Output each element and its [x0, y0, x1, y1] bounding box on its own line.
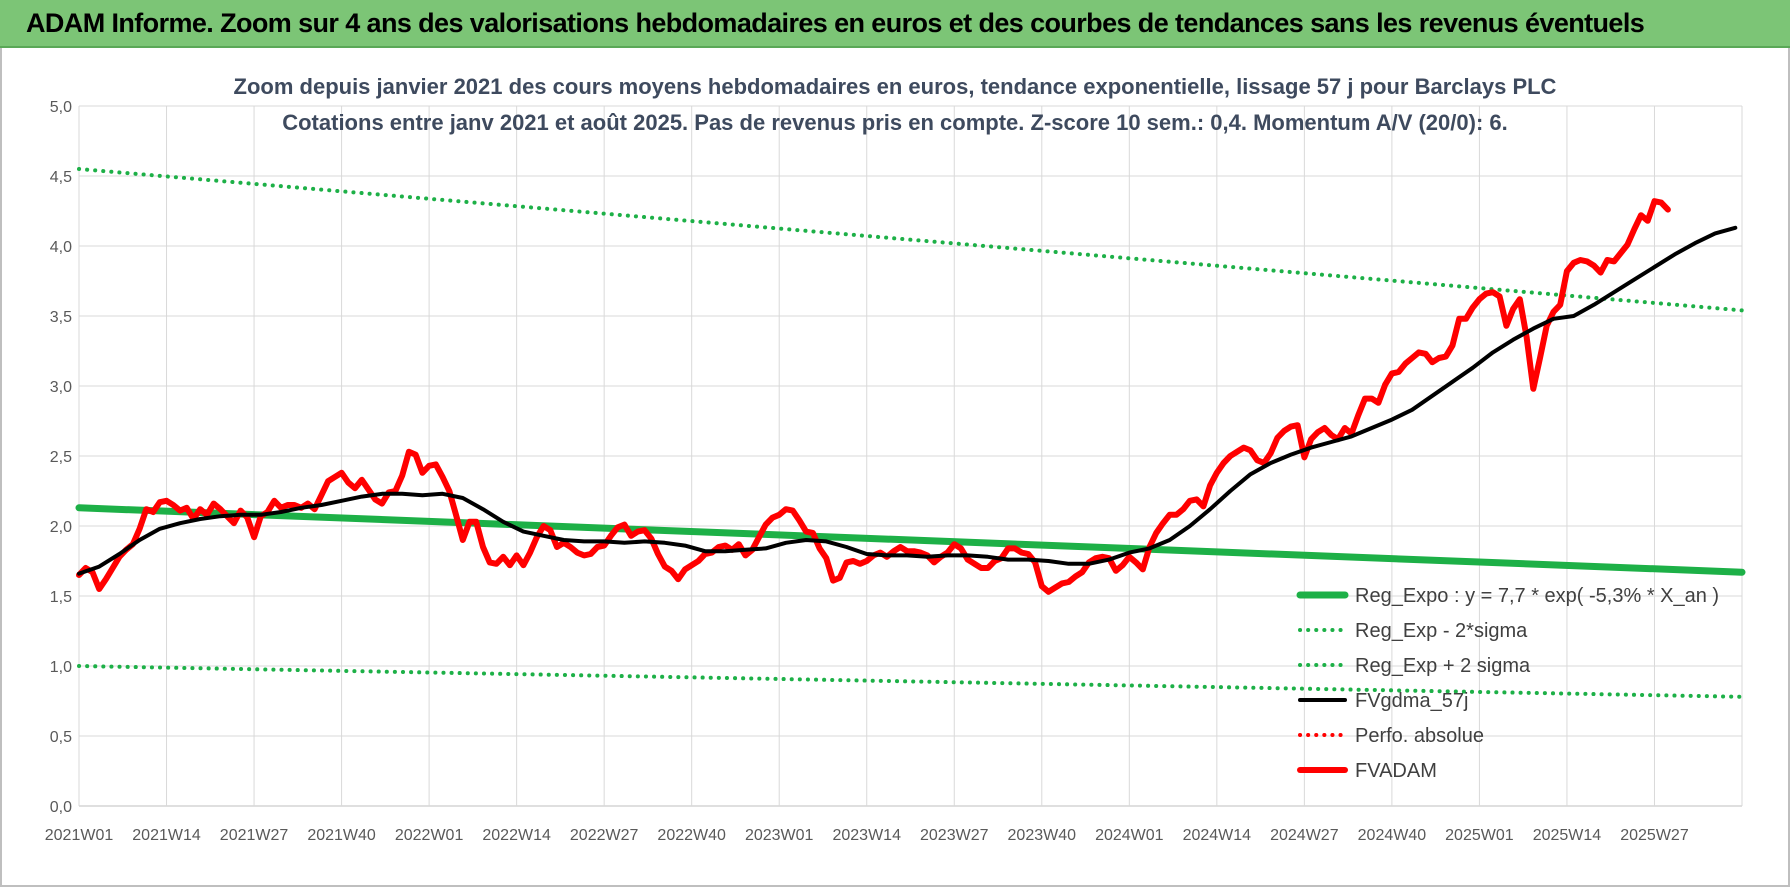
y-tick-label: 5,0 [50, 99, 72, 116]
y-tick-label: 1,5 [50, 589, 72, 606]
x-tick-label: 2024W01 [1095, 827, 1164, 844]
legend-label-3: FVgdma_57j [1355, 690, 1468, 712]
chart-subtitle: Cotations entre janv 2021 et août 2025. … [282, 110, 1508, 135]
legend-label-5: FVADAM [1355, 760, 1437, 782]
series-line-2 [77, 167, 1744, 313]
chart-frame [0, 48, 1790, 887]
banner-title: ADAM Informe. Zoom sur 4 ans des valoris… [26, 8, 1645, 38]
chart-title: Zoom depuis janvier 2021 des cours moyen… [234, 74, 1557, 99]
x-tick-label: 2023W01 [745, 827, 814, 844]
x-tick-label: 2024W40 [1358, 827, 1427, 844]
legend-label-1: Reg_Exp - 2*sigma [1355, 620, 1528, 642]
x-tick-label: 2021W27 [220, 827, 289, 844]
x-tick-label: 2022W27 [570, 827, 639, 844]
series-line-1 [77, 664, 1744, 699]
y-tick-label: 2,5 [50, 449, 72, 466]
x-tick-label: 2022W40 [657, 827, 726, 844]
y-tick-label: 0,0 [50, 799, 72, 816]
y-tick-label: 3,0 [50, 379, 72, 396]
x-tick-label: 2025W14 [1533, 827, 1602, 844]
y-tick-label: 2,0 [50, 519, 72, 536]
x-tick-label: 2021W40 [307, 827, 376, 844]
x-tick-label: 2025W27 [1620, 827, 1689, 844]
plot-area [75, 167, 1746, 699]
series-line-0 [75, 504, 1746, 576]
legend: Reg_Expo : y = 7,7 * exp( -5,3% * X_an )… [1296, 585, 1719, 782]
x-tick-label: 2023W40 [1008, 827, 1077, 844]
y-tick-label: 4,5 [50, 169, 72, 186]
x-axis-ticks: 2021W01 2021W14 2021W27 2021W40 2022W01 2022W… [45, 827, 1689, 844]
legend-label-4: Perfo. absolue [1355, 725, 1484, 747]
grid [78, 105, 1743, 807]
legend-label-0: Reg_Expo : y = 7,7 * exp( -5,3% * X_an ) [1355, 585, 1719, 607]
y-tick-label: 4,0 [50, 239, 72, 256]
banner: ADAM Informe. Zoom sur 4 ans des valoris… [0, 0, 1790, 48]
x-tick-label: 2021W14 [132, 827, 201, 844]
x-tick-label: 2024W27 [1270, 827, 1339, 844]
y-tick-label: 0,5 [50, 729, 72, 746]
x-tick-label: 2025W01 [1445, 827, 1514, 844]
x-tick-label: 2023W27 [920, 827, 989, 844]
x-tick-label: 2022W01 [395, 827, 464, 844]
series-line-3 [77, 225, 1738, 576]
y-axis-ticks: 0,0 0,5 1,0 1,5 2,0 2,5 3,0 3,5 4,0 4,5 5,0 [50, 99, 72, 816]
y-tick-label: 1,0 [50, 659, 72, 676]
y-tick-label: 3,5 [50, 309, 72, 326]
legend-label-2: Reg_Exp + 2 sigma [1355, 655, 1531, 677]
x-tick-label: 2021W01 [45, 827, 114, 844]
x-tick-label: 2024W14 [1183, 827, 1252, 844]
x-tick-label: 2022W14 [482, 827, 551, 844]
x-tick-label: 2023W14 [832, 827, 901, 844]
